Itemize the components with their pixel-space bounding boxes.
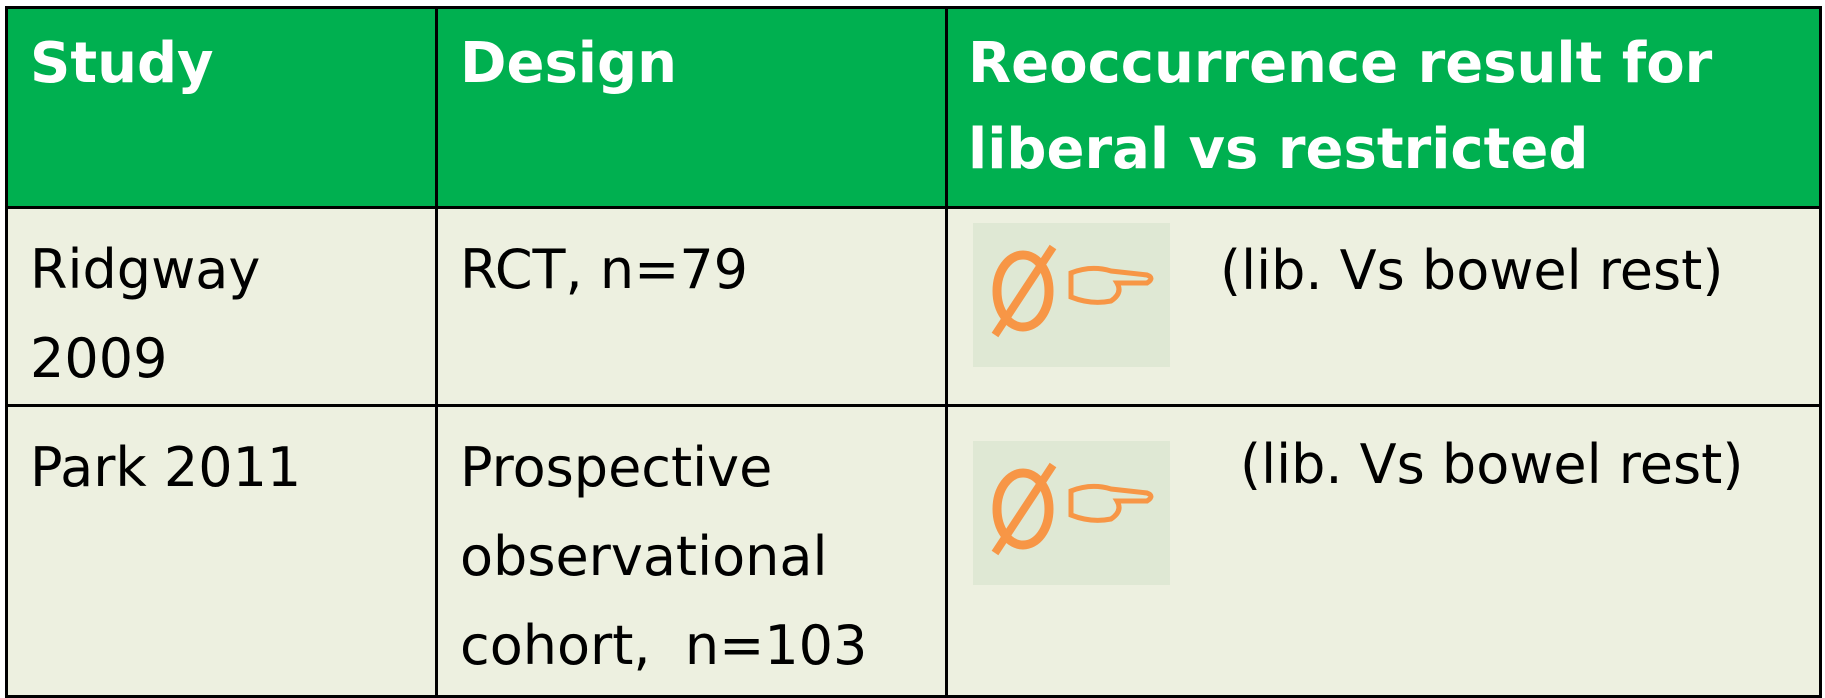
result-text: (lib. Vs bowel rest) — [1240, 433, 1744, 496]
study-cell: Ridgway 2009 — [5, 206, 438, 407]
design-cell: Prospective observational cohort, n=103 — [435, 404, 948, 698]
header-cell: Study — [5, 6, 438, 209]
header-cell: Design — [435, 6, 948, 209]
no-effect-icon — [973, 223, 1170, 367]
study-cell: Park 2011 — [5, 404, 438, 698]
result-text: (lib. Vs bowel rest) — [1220, 239, 1724, 302]
header-cell: Reoccurrence result for liberal vs restr… — [945, 6, 1822, 209]
no-effect-icon — [973, 441, 1170, 585]
design-cell: RCT, n=79 — [435, 206, 948, 407]
